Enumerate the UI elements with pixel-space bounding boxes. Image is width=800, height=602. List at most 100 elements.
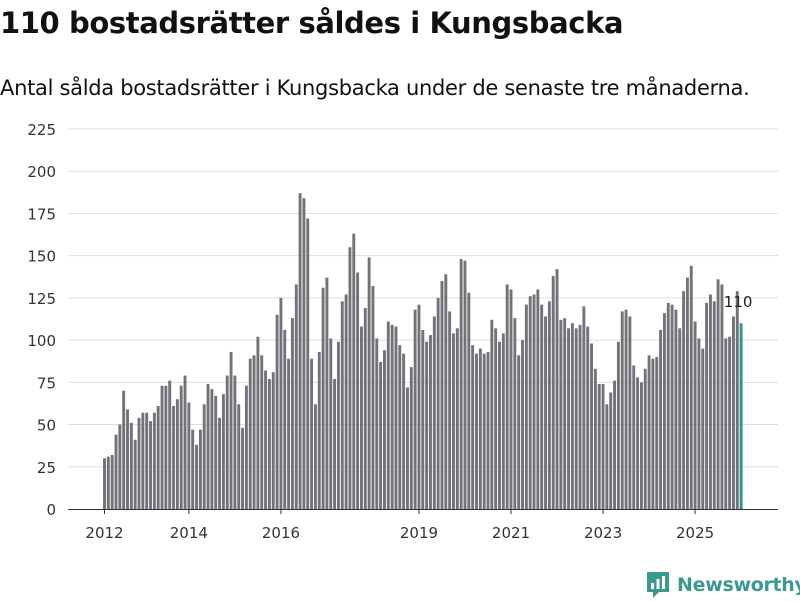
x-tick-label: 2019 [400,524,438,542]
bar [386,321,390,509]
bar [624,309,628,509]
bars [103,193,743,509]
bar [574,328,578,509]
bar [712,301,716,509]
bar [689,265,693,509]
newsworthy-logo: Newsworthy [645,568,800,602]
bar [601,384,605,509]
bar [336,341,340,509]
bar [501,333,505,509]
bar [152,412,156,509]
x-tick-label: 2023 [584,524,622,542]
bar [367,257,371,509]
bar [275,314,279,509]
bar [279,297,283,509]
bar [478,348,482,509]
bar [141,412,145,509]
bar [582,306,586,509]
bar [241,427,245,509]
y-tick-label: 50 [37,417,56,435]
bar [310,358,314,509]
bar [106,456,110,509]
bar [639,382,643,509]
bar [494,328,498,509]
bar [678,328,682,509]
bar [578,324,582,509]
bar [294,284,298,509]
bar [674,309,678,509]
bar [103,458,106,509]
bar [359,326,363,509]
bar [333,378,337,509]
bar [402,353,406,509]
bar [651,358,655,509]
bar [647,355,651,509]
bar [701,348,705,509]
y-tick-label: 200 [27,163,56,181]
bar [379,362,383,509]
bar [214,395,218,509]
bar [685,277,689,509]
bar [628,316,632,509]
bar [417,304,421,509]
bar [528,296,532,509]
bar [344,294,348,509]
bar [670,304,674,509]
bar [237,404,241,509]
bar [156,405,160,509]
bar [352,233,356,509]
bar [260,355,264,509]
bar [321,287,325,509]
bar [394,326,398,509]
bar [593,368,597,509]
x-tick-label: 2012 [85,524,123,542]
bar [221,394,225,509]
bar [708,294,712,509]
bar [440,281,444,509]
bar [317,351,321,509]
x-tick-label: 2014 [170,524,208,542]
bar [705,302,709,509]
bar [540,304,544,509]
bar [551,275,555,509]
bar [406,387,409,509]
y-tick-label: 225 [27,121,56,139]
bar [183,375,187,509]
x-tick-label: 2021 [492,524,530,542]
bar [448,311,452,509]
bar [290,318,294,509]
y-tick-label: 0 [46,501,56,519]
y-tick-label: 125 [27,290,56,308]
bar [233,375,237,509]
bar [728,336,732,509]
bar [126,409,129,509]
bar [643,368,647,509]
bar [563,318,567,509]
bar [662,313,666,509]
bar [195,444,198,509]
bar [210,389,214,509]
bar [735,291,739,509]
bar [632,365,636,509]
bar [521,340,524,509]
bar [544,316,547,509]
bar [129,422,133,509]
bar [444,274,448,509]
bar [666,302,670,509]
y-tick-label: 25 [37,459,56,477]
newsworthy-logo-icon [647,572,669,598]
bar [187,402,191,509]
bar [137,417,141,509]
bar [559,319,563,509]
bar [390,324,394,509]
bar [133,439,137,509]
bar [659,329,663,509]
bar [513,318,517,509]
bar [682,291,686,509]
bar [244,385,248,509]
bar [287,358,291,509]
bar [267,378,271,509]
bar [586,326,590,509]
bar [202,404,206,509]
